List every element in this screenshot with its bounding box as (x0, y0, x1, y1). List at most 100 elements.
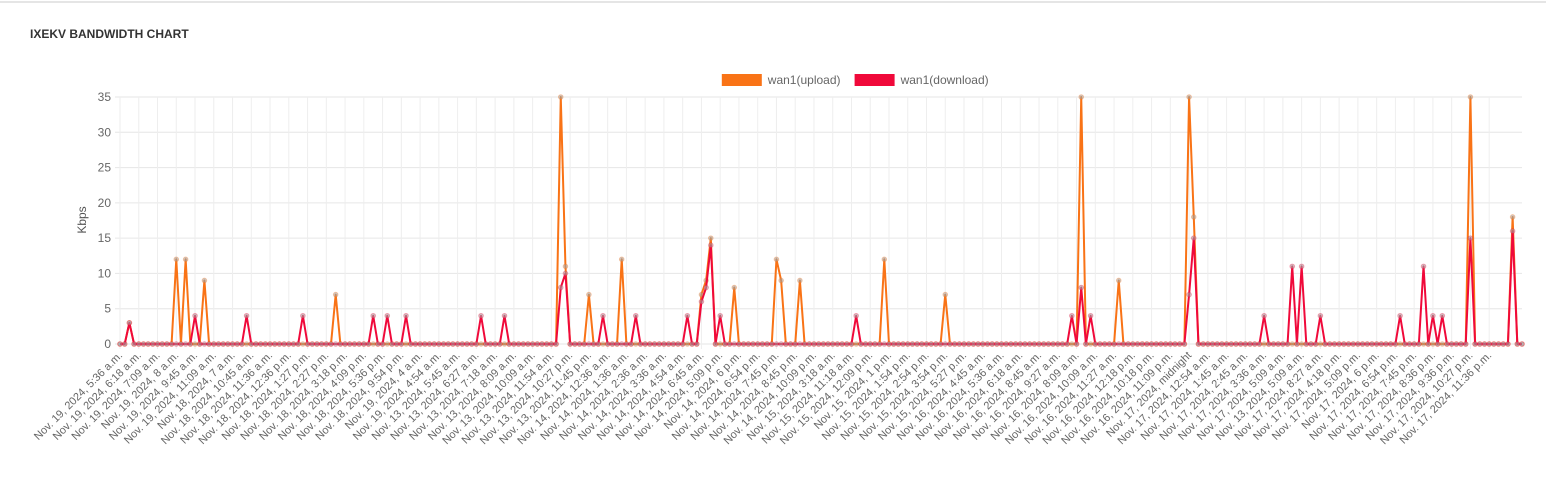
data-point (248, 341, 255, 347)
data-point (853, 341, 859, 347)
y-tick-label: 35 (98, 90, 112, 104)
data-point (562, 270, 569, 277)
data-point (450, 341, 456, 347)
data-point (515, 341, 522, 347)
data-point (693, 341, 700, 347)
data-point (421, 341, 428, 347)
data-point (1387, 341, 1394, 347)
data-point (1448, 341, 1455, 347)
data-point (1153, 341, 1160, 347)
data-point (1087, 341, 1094, 347)
data-point (754, 341, 761, 347)
data-point (1439, 341, 1446, 347)
data-point (1205, 341, 1211, 347)
data-point (984, 341, 991, 347)
data-point (778, 277, 784, 284)
data-point (951, 341, 958, 347)
data-point (262, 341, 269, 347)
data-point (182, 341, 189, 347)
data-point (318, 341, 325, 347)
data-point (1017, 341, 1024, 347)
data-point (1251, 341, 1258, 347)
data-point (168, 341, 175, 347)
data-point (1289, 341, 1296, 347)
data-point (637, 341, 644, 347)
data-point (867, 341, 874, 347)
data-point (187, 341, 194, 347)
data-point (370, 312, 377, 319)
data-point (1144, 341, 1150, 347)
data-point (1059, 341, 1066, 347)
data-point (1294, 341, 1300, 347)
chart-title: IXEKV BANDWIDTH CHART (30, 27, 189, 41)
data-point (1045, 341, 1052, 347)
data-point (393, 341, 400, 347)
data-point (1275, 341, 1281, 347)
data-point (1265, 341, 1272, 347)
data-point (919, 341, 925, 347)
data-point (412, 341, 419, 347)
data-point (632, 341, 639, 347)
data-point (234, 341, 241, 347)
data-point (436, 341, 442, 347)
data-point (1139, 341, 1145, 347)
data-point (295, 341, 301, 347)
data-point (1054, 341, 1061, 347)
data-point (145, 341, 151, 347)
data-point (1069, 341, 1075, 347)
data-point (1237, 341, 1244, 347)
data-point (1200, 341, 1206, 347)
data-point (815, 341, 822, 347)
data-point (1425, 341, 1432, 347)
data-point (1369, 341, 1375, 347)
data-point (1298, 263, 1305, 270)
data-point (201, 277, 208, 284)
data-point (300, 312, 306, 319)
data-point (220, 341, 226, 347)
data-point (1350, 341, 1356, 347)
data-point (1472, 341, 1478, 347)
legend-swatch (721, 74, 762, 86)
data-point (1467, 94, 1474, 100)
data-point (351, 341, 358, 347)
data-point (1158, 341, 1164, 347)
data-point (1261, 341, 1267, 347)
data-point (1064, 341, 1070, 347)
data-point (989, 341, 995, 347)
data-point (1401, 341, 1408, 347)
data-point (1289, 263, 1296, 270)
data-point (229, 341, 236, 347)
data-point (858, 341, 864, 347)
data-point (1012, 341, 1019, 347)
data-point (140, 341, 147, 347)
data-point (1111, 341, 1117, 347)
data-point (1186, 291, 1192, 298)
data-point (689, 341, 695, 347)
legend-label: wan1(upload) (767, 73, 841, 87)
data-point (1439, 312, 1446, 319)
data-point (356, 341, 362, 347)
data-point (1322, 341, 1328, 347)
data-point (1083, 341, 1089, 347)
data-point (881, 341, 888, 347)
data-point (703, 284, 709, 291)
data-point (708, 242, 714, 248)
data-point (1125, 341, 1131, 347)
data-point (1078, 284, 1085, 291)
data-point (1195, 341, 1202, 347)
data-point (1261, 312, 1267, 319)
data-point (642, 341, 648, 347)
data-point (811, 341, 817, 347)
data-point (534, 341, 541, 347)
data-point (1040, 341, 1047, 347)
y-tick-label: 5 (104, 302, 111, 316)
data-point (1411, 341, 1417, 347)
data-point (632, 312, 639, 319)
data-point (904, 341, 911, 347)
data-point (150, 341, 156, 347)
data-point (398, 341, 405, 347)
data-point (497, 341, 503, 347)
data-point (1397, 341, 1403, 347)
data-point (609, 341, 616, 347)
y-tick-label: 10 (98, 266, 112, 280)
